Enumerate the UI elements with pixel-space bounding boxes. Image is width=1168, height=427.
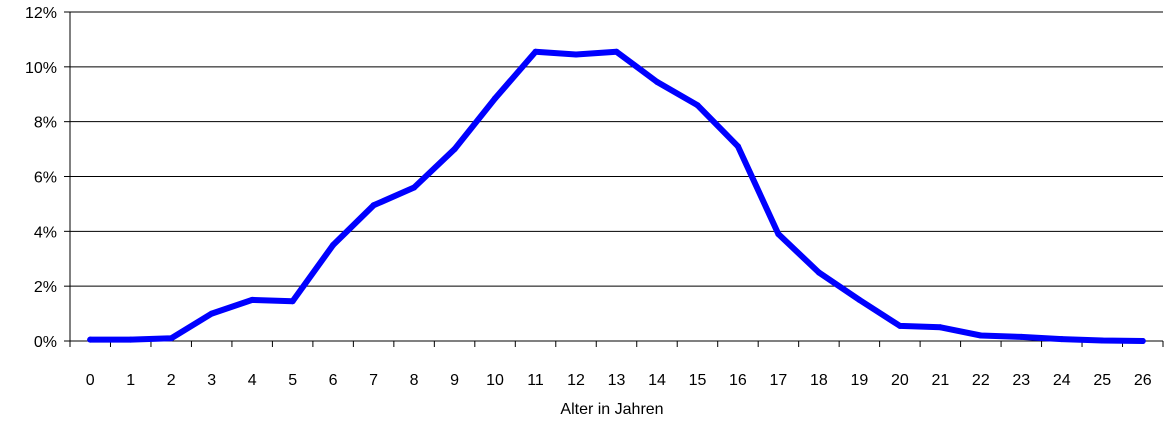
data-point: [1018, 333, 1025, 340]
data-point: [613, 48, 620, 55]
x-axis: 0 1 2 3 4 5 6 7 8 9 10 11 12 13 14 15 16 17 18 19 20 21 22 23 24…: [69, 12, 1164, 389]
x-tick-label: 4: [248, 372, 257, 389]
x-tick-label: 23: [1012, 372, 1030, 389]
x-tick-label: 2: [167, 372, 176, 389]
gridlines: [70, 11, 1163, 287]
series-layer: [87, 48, 1146, 344]
x-tick-label: 14: [648, 372, 666, 389]
data-point: [411, 184, 418, 191]
data-point: [492, 95, 499, 102]
y-tick-label: 4%: [34, 224, 57, 241]
data-point: [1099, 337, 1106, 344]
data-point: [249, 296, 256, 303]
data-point: [1058, 336, 1065, 343]
x-axis-title: Alter in Jahren: [560, 401, 663, 418]
data-point: [734, 143, 741, 150]
data-point: [1139, 338, 1146, 344]
data-point: [573, 51, 580, 58]
data-point: [775, 231, 782, 238]
data-point: [937, 324, 944, 331]
x-tick-label: 17: [770, 372, 788, 389]
data-point: [977, 332, 984, 339]
x-tick-label: 12: [567, 372, 585, 389]
y-tick-label: 2%: [34, 279, 57, 296]
y-tick-label: 8%: [34, 115, 57, 132]
data-point: [168, 335, 175, 342]
y-tick-label: 6%: [34, 170, 57, 187]
x-tick-label: 3: [207, 372, 216, 389]
x-tick-label: 9: [450, 372, 459, 389]
x-tick-label: 13: [608, 372, 626, 389]
x-tick-label: 26: [1134, 372, 1152, 389]
x-tick-label: 16: [729, 372, 747, 389]
data-point: [330, 242, 337, 249]
data-point: [653, 78, 660, 85]
x-tick-label: 22: [972, 372, 990, 389]
x-tick-label: 0: [86, 372, 95, 389]
data-point: [370, 202, 377, 209]
data-point: [815, 269, 822, 276]
x-tick-label: 6: [329, 372, 338, 389]
data-point: [87, 336, 94, 343]
data-point: [896, 322, 903, 329]
x-tick-label: 21: [931, 372, 949, 389]
y-tick-label: 10%: [25, 60, 57, 77]
data-point: [127, 336, 134, 343]
x-tick-label: 18: [810, 372, 828, 389]
x-tick-label: 5: [288, 372, 297, 389]
x-tick-label: 11: [527, 372, 544, 389]
x-tick-label: 7: [369, 372, 378, 389]
data-point: [451, 146, 458, 153]
y-tick-label: 12%: [25, 5, 57, 22]
y-axis-tick-labels: 0% 2% 4% 6% 8% 10% 12%: [25, 5, 70, 351]
data-point: [208, 310, 215, 317]
data-point: [289, 298, 296, 305]
x-tick-label: 19: [850, 372, 868, 389]
x-tick-label: 1: [126, 372, 135, 389]
x-tick-label: 15: [689, 372, 707, 389]
x-tick-label: 8: [410, 372, 419, 389]
x-tick-label: 10: [486, 372, 504, 389]
data-point: [694, 102, 701, 109]
x-tick-label: 20: [891, 372, 909, 389]
data-point: [532, 48, 539, 55]
y-tick-label: 0%: [34, 334, 57, 351]
data-point: [856, 296, 863, 303]
series-line: [87, 48, 1146, 344]
x-tick-label: 25: [1093, 372, 1111, 389]
x-tick-label: 24: [1053, 372, 1071, 389]
